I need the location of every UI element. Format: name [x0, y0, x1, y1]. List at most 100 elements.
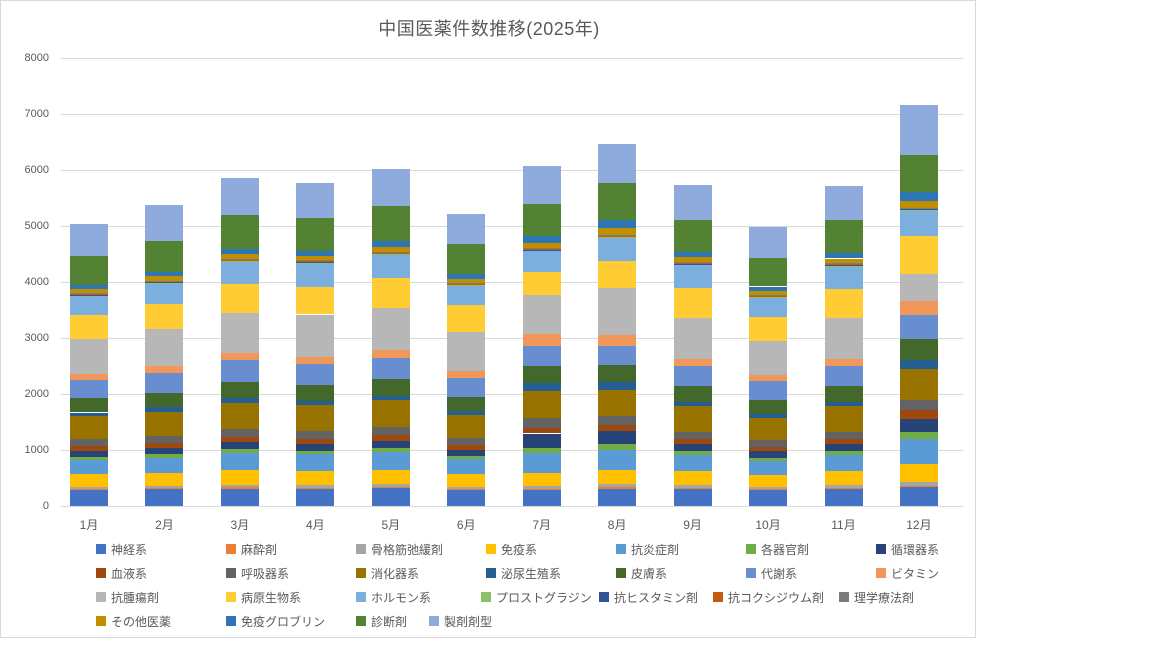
bar-segment-抗ヒスタミン剤-4月[interactable]: [296, 261, 335, 263]
bar-segment-神経系-7月[interactable]: [522, 490, 561, 506]
bar-segment-ホルモン系-9月[interactable]: [673, 264, 712, 289]
bar-segment-病原生物系-7月[interactable]: [522, 271, 561, 295]
bar-segment-抗ヒスタミン剤-9月[interactable]: [673, 263, 712, 265]
bar-segment-抗炎症剤-5月[interactable]: [371, 452, 410, 470]
bar-segment-呼吸器系-10月[interactable]: [749, 440, 788, 447]
bar-segment-消化器系-12月[interactable]: [899, 368, 938, 401]
bar-segment-診断剤-4月[interactable]: [296, 217, 335, 251]
legend-item-代謝系[interactable]: 代謝系: [746, 565, 797, 581]
bar-segment-麻酔剤-8月[interactable]: [598, 487, 637, 489]
bar-segment-製剤剤型-2月[interactable]: [145, 205, 184, 241]
bar-segment-血液系-11月[interactable]: [824, 439, 863, 445]
bar-segment-免疫グロブリン-3月[interactable]: [220, 248, 259, 255]
bar-segment-消化器系-9月[interactable]: [673, 406, 712, 432]
bar-segment-麻酔剤-5月[interactable]: [371, 486, 410, 489]
bar-segment-神経系-6月[interactable]: [447, 490, 486, 506]
bar-segment-骨格筋弛緩剤-5月[interactable]: [371, 484, 410, 487]
bar-segment-血液系-10月[interactable]: [749, 446, 788, 452]
bar-segment-神経系-3月[interactable]: [220, 488, 259, 506]
bar-segment-製剤剤型-4月[interactable]: [296, 183, 335, 218]
bar-segment-ホルモン系-12月[interactable]: [899, 210, 938, 236]
bar-segment-抗コクシジウム剤-12月[interactable]: [899, 208, 938, 209]
bar-segment-抗炎症剤-1月[interactable]: [70, 459, 108, 475]
bar-segment-神経系-12月[interactable]: [899, 486, 938, 506]
bar-segment-診断剤-5月[interactable]: [371, 206, 410, 242]
bar-segment-その他医薬-8月[interactable]: [598, 228, 637, 235]
bar-segment-代謝系-1月[interactable]: [70, 380, 108, 399]
bar-segment-抗炎症剤-3月[interactable]: [220, 453, 259, 471]
bar-segment-製剤剤型-6月[interactable]: [447, 213, 486, 244]
bar-segment-神経系-11月[interactable]: [824, 489, 863, 506]
bar-segment-ホルモン系-7月[interactable]: [522, 250, 561, 272]
bar-segment-抗炎症剤-10月[interactable]: [749, 460, 788, 475]
bar-segment-抗ヒスタミン剤-1月[interactable]: [70, 294, 108, 296]
legend-item-消化器系[interactable]: 消化器系: [356, 565, 419, 581]
legend-item-麻酔剤[interactable]: 麻酔剤: [226, 541, 277, 557]
bar-segment-プロストグラジン-6月[interactable]: [447, 285, 486, 286]
bar-segment-皮膚系-7月[interactable]: [522, 365, 561, 383]
bar-segment-血液系-6月[interactable]: [447, 445, 486, 450]
bar-segment-抗炎症剤-12月[interactable]: [899, 438, 938, 464]
legend-item-皮膚系[interactable]: 皮膚系: [616, 565, 667, 581]
bar-segment-抗コクシジウム剤-5月[interactable]: [371, 252, 410, 254]
bar-segment-理学療法剤-11月[interactable]: [824, 263, 863, 265]
bar-segment-抗炎症剤-7月[interactable]: [522, 452, 561, 473]
bar-segment-抗ヒスタミン剤-10月[interactable]: [749, 296, 788, 298]
bar-segment-免疫系-7月[interactable]: [522, 472, 561, 487]
bar-segment-骨格筋弛緩剤-8月[interactable]: [598, 484, 637, 488]
bar-segment-循環器系-1月[interactable]: [70, 450, 108, 457]
bar-segment-抗コクシジウム剤-7月[interactable]: [522, 248, 561, 250]
bar-segment-抗腫瘍剤-10月[interactable]: [749, 340, 788, 376]
bar-segment-理学療法剤-1月[interactable]: [70, 293, 108, 295]
bar-segment-免疫グロブリン-1月[interactable]: [70, 284, 108, 290]
bar-segment-皮膚系-5月[interactable]: [371, 379, 410, 396]
bar-segment-ホルモン系-3月[interactable]: [220, 261, 259, 285]
bar-segment-泌尿生殖系-11月[interactable]: [824, 401, 863, 407]
bar-segment-代謝系-10月[interactable]: [749, 381, 788, 400]
bar-segment-皮膚系-3月[interactable]: [220, 381, 259, 398]
bar-segment-製剤剤型-7月[interactable]: [522, 165, 561, 204]
bar-segment-免疫グロブリン-10月[interactable]: [749, 286, 788, 291]
bar-segment-血液系-1月[interactable]: [70, 446, 108, 451]
bar-segment-皮膚系-10月[interactable]: [749, 399, 788, 414]
bar-segment-皮膚系-9月[interactable]: [673, 386, 712, 402]
bar-segment-呼吸器系-1月[interactable]: [70, 439, 108, 447]
bar-segment-プロストグラジン-8月[interactable]: [598, 237, 637, 238]
bar-segment-代謝系-5月[interactable]: [371, 357, 410, 380]
bar-segment-骨格筋弛緩剤-6月[interactable]: [447, 486, 486, 489]
bar-segment-免疫系-9月[interactable]: [673, 471, 712, 486]
legend-item-病原生物系[interactable]: 病原生物系: [226, 589, 301, 605]
bar-segment-ホルモン系-10月[interactable]: [749, 297, 788, 317]
bar-segment-泌尿生殖系-12月[interactable]: [899, 360, 938, 369]
bar-segment-抗炎症剤-2月[interactable]: [145, 457, 184, 473]
bar-segment-プロストグラジン-1月[interactable]: [70, 295, 108, 296]
bar-segment-免疫系-10月[interactable]: [749, 474, 788, 487]
legend-item-プロストグラジン[interactable]: プロストグラジン: [481, 589, 592, 605]
bar-segment-理学療法剤-9月[interactable]: [673, 262, 712, 263]
bar-segment-循環器系-11月[interactable]: [824, 444, 863, 452]
bar-segment-骨格筋弛緩剤-2月[interactable]: [145, 485, 184, 489]
bar-segment-プロストグラジン-7月[interactable]: [522, 250, 561, 251]
bar-segment-泌尿生殖系-1月[interactable]: [70, 412, 108, 417]
bar-segment-ビタミン-3月[interactable]: [220, 353, 259, 361]
bar-segment-ビタミン-8月[interactable]: [598, 335, 637, 346]
bar-segment-ビタミン-9月[interactable]: [673, 358, 712, 366]
bar-segment-その他医薬-6月[interactable]: [447, 278, 486, 283]
bar-segment-免疫系-3月[interactable]: [220, 470, 259, 485]
legend-item-各器官剤[interactable]: 各器官剤: [746, 541, 809, 557]
bar-segment-呼吸器系-2月[interactable]: [145, 435, 184, 443]
bar-segment-循環器系-8月[interactable]: [598, 430, 637, 444]
bar-segment-各器官剤-4月[interactable]: [296, 450, 335, 455]
bar-segment-免疫系-1月[interactable]: [70, 474, 108, 487]
bar-segment-泌尿生殖系-4月[interactable]: [296, 400, 335, 406]
legend-item-診断剤[interactable]: 診断剤: [356, 613, 407, 629]
bar-segment-循環器系-4月[interactable]: [296, 443, 335, 451]
bar-segment-免疫グロブリン-12月[interactable]: [899, 192, 938, 202]
bar-segment-その他医薬-11月[interactable]: [824, 258, 863, 264]
bar-segment-抗コクシジウム剤-6月[interactable]: [447, 283, 486, 285]
bar-segment-各器官剤-12月[interactable]: [899, 432, 938, 439]
bar-segment-抗炎症剤-6月[interactable]: [447, 459, 486, 475]
bar-segment-麻酔剤-12月[interactable]: [899, 485, 938, 487]
bar-segment-プロストグラジン-3月[interactable]: [220, 261, 259, 262]
bar-segment-消化器系-2月[interactable]: [145, 411, 184, 436]
